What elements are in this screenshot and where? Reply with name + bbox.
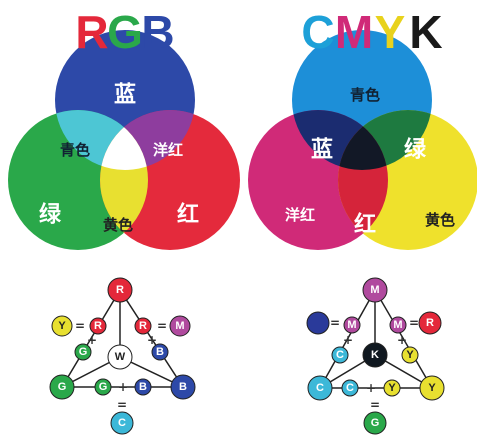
node-label: G <box>79 346 88 358</box>
sign: = <box>75 319 85 333</box>
node <box>418 311 442 335</box>
node <box>401 346 419 364</box>
region-label: 绿 <box>404 137 427 163</box>
region-label: 红 <box>354 212 376 238</box>
node <box>362 277 388 303</box>
sign: = <box>330 316 340 330</box>
region-label: 黄色 <box>103 216 133 234</box>
node <box>89 317 107 335</box>
region-label: 蓝 <box>311 138 333 163</box>
node-label: B <box>179 381 187 393</box>
node <box>94 378 112 396</box>
node-label: Y <box>428 382 436 394</box>
sign: + <box>118 380 128 394</box>
sign: + <box>87 333 97 347</box>
node-label: C <box>118 417 126 429</box>
sign: = <box>370 398 380 412</box>
node-label: C <box>316 382 324 394</box>
node <box>49 374 75 400</box>
blue-node <box>306 311 330 335</box>
node-label: C <box>346 382 354 394</box>
node-label: M <box>370 284 379 296</box>
title-letter: K <box>409 6 442 58</box>
node <box>107 344 133 370</box>
title-letter: C <box>301 6 334 58</box>
sign: = <box>117 398 127 412</box>
region-label: 黄色 <box>425 211 455 229</box>
node-label: W <box>115 351 126 363</box>
sign: + <box>147 333 157 347</box>
title-letter: R <box>75 6 108 58</box>
node <box>169 315 191 337</box>
node <box>134 378 152 396</box>
node <box>170 374 196 400</box>
node-label: B <box>139 381 147 393</box>
node-label: M <box>393 319 402 331</box>
node-label: R <box>139 320 147 332</box>
node <box>110 411 134 435</box>
node <box>134 317 152 335</box>
node-label: R <box>116 284 124 296</box>
node-label: R <box>94 320 102 332</box>
node <box>343 316 361 334</box>
node-label: B <box>156 346 164 358</box>
region-label: 青色 <box>350 86 380 104</box>
node <box>331 346 349 364</box>
region-label: 洋红 <box>285 206 315 224</box>
node <box>341 379 359 397</box>
title-letter: M <box>335 6 373 58</box>
node-label: R <box>426 317 434 329</box>
rgb-venn <box>8 30 240 250</box>
sign: = <box>409 316 419 330</box>
node <box>151 343 169 361</box>
node <box>389 316 407 334</box>
region-label: 绿 <box>39 202 62 228</box>
node-label: Y <box>406 349 414 361</box>
lines <box>61 289 433 389</box>
node <box>307 375 333 401</box>
node <box>363 411 387 435</box>
node <box>362 342 388 368</box>
node-label: Y <box>58 320 66 332</box>
region-label: 蓝 <box>114 83 136 108</box>
sign: + <box>343 333 353 347</box>
node <box>74 343 92 361</box>
sign: + <box>366 381 376 395</box>
node-label: G <box>58 381 67 393</box>
sign: = <box>157 319 167 333</box>
title-letter: Y <box>375 6 406 58</box>
node <box>419 375 445 401</box>
node-label: G <box>371 417 380 429</box>
node-label: M <box>347 319 356 331</box>
cmyk-venn <box>248 30 477 250</box>
sign: + <box>397 333 407 347</box>
title-letter: G <box>107 6 143 58</box>
region-label: 青色 <box>60 141 90 159</box>
node-label: C <box>336 349 344 361</box>
title-letter: B <box>141 6 174 58</box>
node <box>51 315 73 337</box>
node-label: K <box>371 349 379 361</box>
node-label: G <box>99 381 108 393</box>
node <box>107 277 133 303</box>
node-label: Y <box>388 382 396 394</box>
node <box>383 379 401 397</box>
region-label: 洋红 <box>153 141 183 159</box>
region-label: 红 <box>177 202 199 228</box>
node-label: M <box>175 320 184 332</box>
